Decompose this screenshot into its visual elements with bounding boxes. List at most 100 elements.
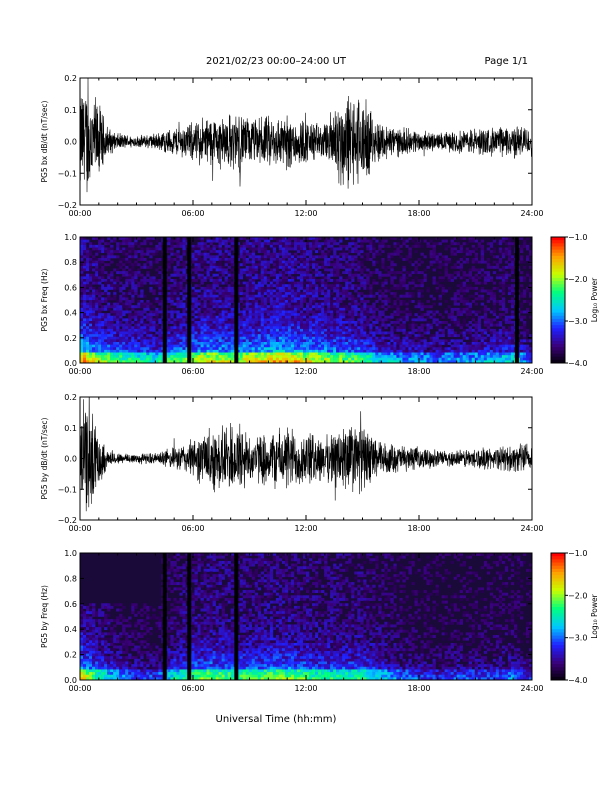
spectrogram-cell	[173, 328, 177, 332]
spectrogram-cell	[137, 268, 141, 272]
spectrogram-cell	[366, 252, 370, 256]
spectrogram-cell	[447, 273, 451, 277]
spectrogram-cell	[113, 349, 117, 353]
spectrogram-cell	[299, 242, 304, 246]
spectrogram-cell	[251, 281, 256, 285]
spectrogram-cell	[209, 352, 213, 356]
spectrogram-cell	[387, 305, 391, 309]
spectrogram-cell	[248, 355, 253, 359]
spectrogram-cell	[351, 307, 355, 311]
spectrogram-cell	[354, 313, 358, 317]
spectrogram-cell	[372, 315, 376, 319]
spectrogram-cell	[462, 344, 466, 348]
spectrogram-cell	[83, 237, 87, 240]
spectrogram-cell	[390, 305, 394, 309]
spectrogram-cell	[284, 334, 289, 338]
spectrogram-cell	[378, 289, 382, 293]
spectrogram-cell	[468, 344, 473, 348]
spectrogram-cell	[92, 323, 96, 327]
spectrogram-cell	[474, 273, 479, 277]
spectrogram-cell	[281, 355, 286, 359]
spectrogram-cell	[354, 307, 358, 311]
spectrogram-cell	[411, 339, 415, 343]
spectrogram-cell	[230, 344, 234, 348]
spectrogram-cell	[351, 336, 355, 340]
spectrogram-cell	[251, 305, 256, 309]
spectrogram-cell	[417, 318, 421, 322]
spectrogram-cell	[125, 336, 129, 340]
spectrogram-cell	[167, 328, 171, 332]
spectrogram-cell	[432, 276, 436, 280]
spectrogram-cell	[110, 339, 114, 343]
spectrogram-cell	[218, 357, 222, 361]
spectrogram-cell	[203, 305, 207, 309]
spectrogram-cell	[408, 271, 412, 275]
spectrogram-cell	[236, 268, 240, 272]
spectrogram-cell	[251, 300, 256, 303]
spectrogram-cell	[441, 292, 445, 296]
spectrogram-cell	[260, 305, 265, 309]
spectrogram-cell	[278, 305, 283, 309]
spectrogram-cell	[306, 289, 310, 293]
spectrogram-cell	[269, 349, 274, 353]
spectrogram-cell	[296, 347, 301, 351]
spectrogram-cell	[321, 334, 325, 338]
spectrogram-cell	[185, 286, 189, 290]
spectrogram-cell	[459, 244, 463, 248]
spectrogram-cell	[95, 276, 99, 280]
spectrogram-cell	[116, 328, 120, 332]
spectrogram-cell	[306, 305, 310, 309]
spectrogram-cell	[134, 284, 138, 288]
spectrogram-cell	[212, 297, 216, 301]
spectrogram-cell	[125, 334, 129, 338]
spectrogram-cell	[405, 342, 409, 345]
spectrogram-cell	[420, 355, 424, 359]
spectrogram-cell	[116, 247, 120, 251]
spectrogram-cell	[348, 349, 352, 353]
spectrogram-cell	[266, 289, 271, 293]
spectrogram-cell	[330, 268, 334, 272]
spectrogram-cell	[185, 265, 189, 269]
spectrogram-cell	[327, 321, 331, 324]
spectrogram-cell	[351, 347, 355, 351]
spectrogram-cell	[420, 294, 424, 298]
spectrogram-cell	[426, 328, 430, 332]
spectrogram-cell	[474, 276, 479, 280]
spectrogram-cell	[333, 281, 337, 285]
spectrogram-cell	[318, 328, 322, 332]
spectrogram-cell	[384, 279, 388, 282]
spectrogram-cell	[248, 347, 253, 351]
spectrogram-cell	[284, 242, 289, 246]
spectrogram-cell	[122, 334, 126, 338]
spectrogram-cell	[339, 342, 343, 345]
spectrogram-cell	[254, 255, 259, 259]
spectrogram-cell	[357, 273, 361, 277]
spectrogram-cell	[420, 279, 424, 282]
spectrogram-cell	[309, 336, 313, 340]
spectrogram-cell	[95, 355, 99, 359]
spectrogram-cell	[170, 250, 174, 254]
spectrogram-cell	[125, 344, 129, 348]
spectrogram-cell	[152, 305, 156, 309]
spectrogram-cell	[167, 247, 171, 251]
spectrogram-cell	[185, 347, 189, 351]
spectrogram-cell	[321, 344, 325, 348]
spectrogram-cell	[152, 326, 156, 330]
spectrogram-cell	[444, 273, 448, 277]
spectrogram-cell	[399, 281, 403, 285]
spectrogram-cell	[381, 239, 385, 243]
spectrogram-cell	[260, 250, 265, 254]
spectrogram-cell	[284, 265, 289, 269]
spectrogram-cell	[312, 281, 316, 285]
spectrogram-cell	[137, 339, 141, 343]
spectrogram-cell	[107, 302, 111, 306]
spectrogram-cell	[128, 313, 132, 317]
spectrogram-cell	[474, 349, 479, 353]
spectrogram-cell	[438, 342, 442, 345]
spectrogram-cell	[200, 263, 204, 267]
spectrogram-cell	[215, 339, 219, 343]
spectrogram-cell	[95, 300, 99, 303]
spectrogram-cell	[98, 258, 102, 261]
spectrogram-cell	[83, 342, 87, 345]
spectrogram-cell	[128, 326, 132, 330]
